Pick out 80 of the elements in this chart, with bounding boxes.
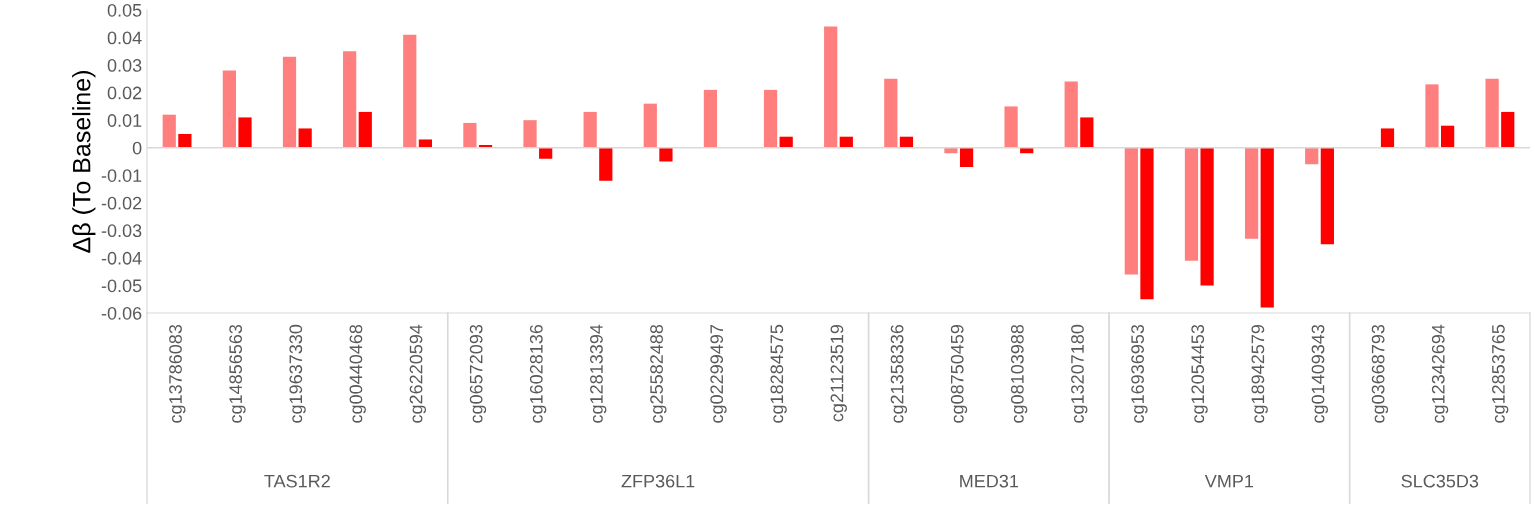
text: ZFP36L1 xyxy=(621,474,695,488)
x-tick-label: cg13207180 xyxy=(1071,324,1088,423)
x-tick-label: cg25582488 xyxy=(650,324,667,423)
x-tick-label: cg16936953 xyxy=(1131,324,1148,423)
bar xyxy=(824,26,838,148)
bar xyxy=(343,51,357,148)
bar xyxy=(162,114,176,148)
x-tick-label: cg14856563 xyxy=(229,324,246,423)
bar xyxy=(959,147,974,168)
bar xyxy=(463,122,477,148)
bar xyxy=(539,147,553,159)
x-tick-label: cg16028136 xyxy=(529,324,547,423)
y-tick-label: -0.02 xyxy=(101,196,142,210)
x-tick-label: cg12054453 xyxy=(1191,324,1208,423)
bar xyxy=(403,34,417,148)
y-tick-label: -0.04 xyxy=(101,251,142,265)
x-tick-label: cg08750459 xyxy=(950,324,968,423)
x-tick-label: cg06572093 xyxy=(469,324,487,423)
y-tick-label: -0.05 xyxy=(101,279,142,293)
bar xyxy=(523,120,537,148)
bar xyxy=(1425,84,1439,148)
x-tick-label: cg21123519 xyxy=(830,324,847,422)
x-tick-label: cg01409343 xyxy=(1311,324,1328,423)
bar xyxy=(298,128,312,148)
text: SLC35D3 xyxy=(1401,474,1479,488)
bar xyxy=(1004,106,1018,148)
bar xyxy=(763,89,778,148)
x-tick-label: cg12342694 xyxy=(1431,324,1449,423)
x-tick-label: cg08103988 xyxy=(1010,324,1028,423)
bar xyxy=(1441,125,1455,148)
bar xyxy=(1485,78,1499,148)
bar xyxy=(1305,147,1319,165)
bar xyxy=(1244,147,1259,239)
bar xyxy=(1184,147,1199,261)
x-tick-label: cg21358336 xyxy=(890,324,908,423)
y-tick-label: 0.05 xyxy=(107,3,142,17)
bar xyxy=(1140,147,1154,300)
bar xyxy=(222,70,236,148)
bar xyxy=(884,78,898,148)
y-tick-label: 0.03 xyxy=(107,59,142,72)
x-tick-label: cg12853765 xyxy=(1492,324,1509,423)
bar xyxy=(703,89,718,148)
bar xyxy=(944,147,958,154)
bar xyxy=(1320,147,1334,245)
bar xyxy=(178,133,192,148)
bar xyxy=(282,56,297,148)
bar xyxy=(659,147,673,162)
bar xyxy=(599,147,613,181)
bar xyxy=(1260,147,1274,308)
bar xyxy=(1080,117,1094,148)
y-tick-label: 0.01 xyxy=(107,114,142,127)
y-tick-label: -0.06 xyxy=(101,306,142,320)
y-axis-title: Δβ (To Baseline) xyxy=(72,71,96,253)
bar xyxy=(1064,81,1078,148)
x-tick-label: cg12813394 xyxy=(590,324,607,423)
bar xyxy=(643,103,657,148)
x-tick-label: cg26220594 xyxy=(409,324,426,423)
y-tick-label: -0.01 xyxy=(101,169,142,182)
x-tick-label: cg18942579 xyxy=(1251,324,1268,423)
x-tick-label: cg13786083 xyxy=(169,324,186,423)
bar xyxy=(238,117,252,148)
x-tick-label: cg02299497 xyxy=(710,325,727,423)
x-tick-label: cg18284575 xyxy=(770,324,787,423)
bar xyxy=(358,111,372,148)
bar xyxy=(1380,128,1395,148)
y-tick-label: 0 xyxy=(132,141,142,155)
x-tick-label: cg03668793 xyxy=(1371,324,1389,423)
x-tick-label: cg00440468 xyxy=(349,324,366,423)
bar xyxy=(418,139,433,148)
text: VMP1 xyxy=(1204,474,1254,488)
text: TAS1R2 xyxy=(264,474,330,488)
y-tick-label: -0.03 xyxy=(101,224,142,238)
y-tick-label: 0.04 xyxy=(107,31,142,45)
bar xyxy=(1501,111,1515,148)
bar xyxy=(1200,147,1214,286)
bar xyxy=(1124,147,1138,275)
x-tick-label: cg19637330 xyxy=(289,324,306,423)
y-tick-label: 0.02 xyxy=(107,86,142,100)
text: MED31 xyxy=(960,474,1019,488)
bar xyxy=(583,111,597,148)
